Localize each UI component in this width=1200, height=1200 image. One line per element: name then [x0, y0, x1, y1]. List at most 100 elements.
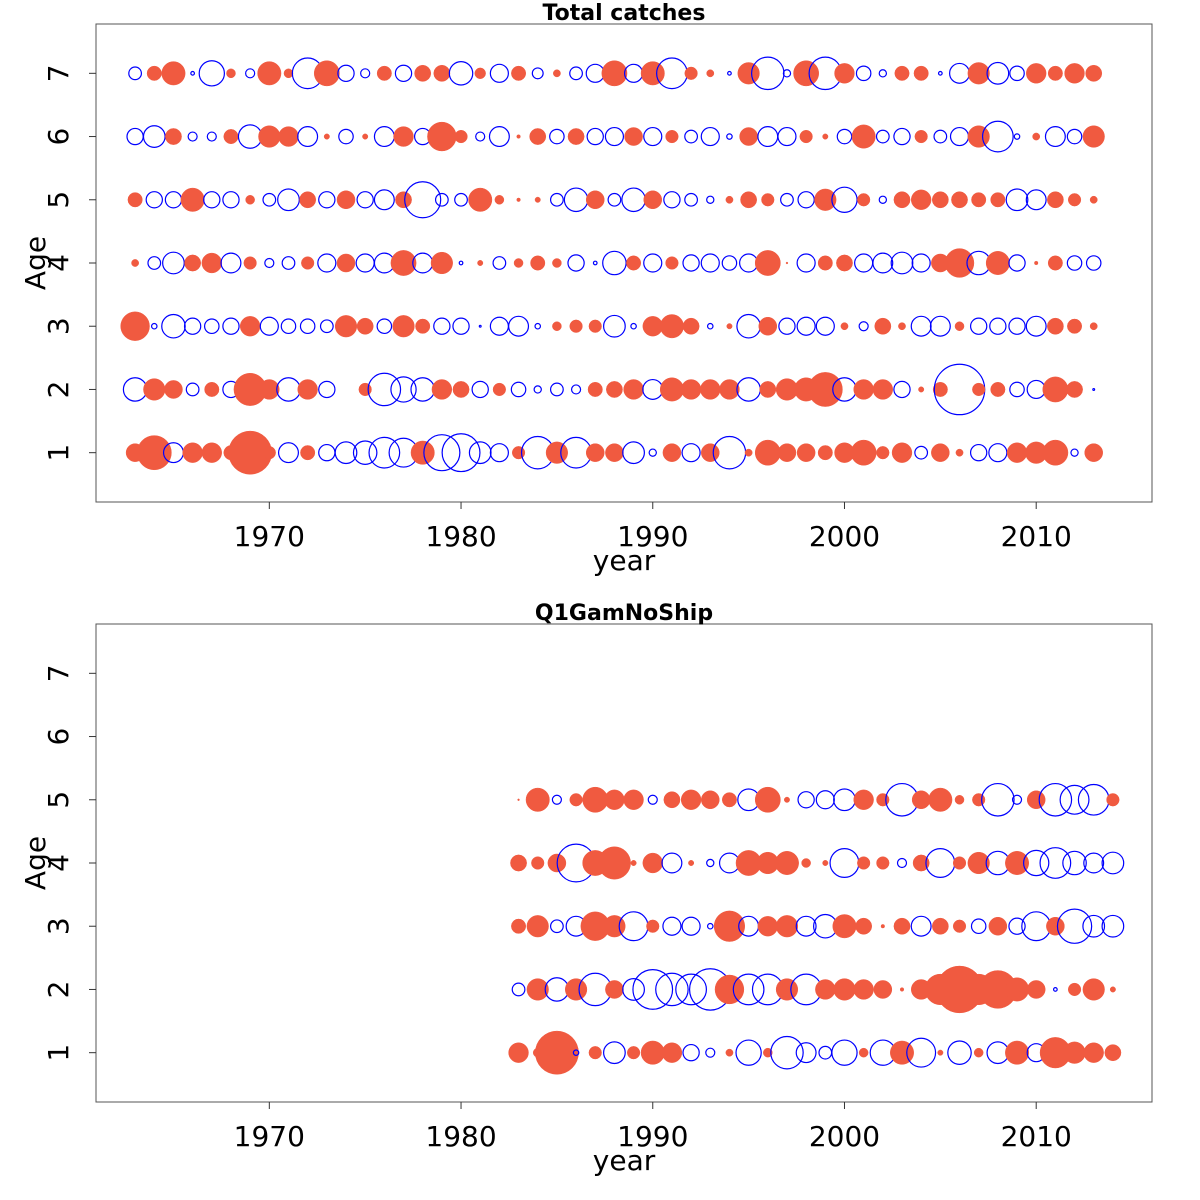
bubble — [299, 318, 316, 335]
bubble — [526, 978, 549, 1001]
bubble — [120, 311, 150, 341]
bubble — [1083, 1042, 1104, 1063]
bubble — [204, 382, 220, 397]
bubble — [517, 798, 520, 801]
bubble — [643, 190, 663, 210]
bubble — [911, 790, 931, 810]
bubble — [875, 129, 890, 144]
bubble — [665, 256, 679, 270]
x-tick-label: 1990 — [617, 520, 688, 553]
bubble — [754, 439, 781, 466]
bubble — [131, 259, 139, 267]
bubble — [582, 786, 609, 813]
bubble — [949, 126, 970, 147]
bubble — [661, 1042, 683, 1063]
bubble — [951, 191, 968, 209]
bubble — [1006, 442, 1028, 463]
bubble — [990, 382, 1006, 397]
bubble — [817, 255, 833, 271]
bubble — [659, 377, 684, 402]
bubble — [336, 253, 356, 273]
bubble — [552, 321, 562, 331]
y-tick-label: 7 — [42, 664, 75, 682]
bubble — [931, 443, 950, 462]
bubble — [623, 63, 644, 83]
bubble — [1052, 987, 1058, 992]
bubble — [836, 254, 853, 272]
bubble — [313, 60, 340, 87]
bubble — [1042, 376, 1069, 403]
bubble — [891, 442, 913, 463]
bubble — [323, 133, 330, 140]
bubble — [1092, 387, 1096, 391]
bubble — [454, 129, 468, 144]
bubble — [567, 254, 585, 272]
bubble — [1034, 260, 1039, 266]
bubble — [434, 192, 449, 207]
bubble — [880, 924, 885, 929]
bubble — [318, 443, 336, 462]
bubble — [680, 379, 702, 400]
bubble — [646, 919, 660, 933]
bubble — [758, 316, 778, 336]
y-tick-label: 1 — [42, 1044, 75, 1062]
bubble — [705, 1047, 716, 1058]
bubble — [318, 191, 336, 209]
bubble — [433, 64, 451, 82]
bubble — [180, 187, 205, 212]
bubble — [913, 65, 929, 81]
bubble — [896, 857, 908, 869]
bubble — [701, 790, 720, 810]
bubble — [1056, 908, 1093, 944]
bubble — [533, 385, 542, 394]
bubble — [262, 446, 276, 460]
bubble — [511, 65, 527, 81]
bubble — [985, 251, 1010, 275]
bubble — [815, 790, 835, 810]
bubble — [534, 196, 541, 203]
bubble — [1005, 188, 1029, 212]
bubble — [508, 1042, 529, 1063]
bubble — [706, 858, 715, 868]
bubble — [441, 433, 481, 473]
bubble — [1008, 317, 1026, 335]
bubble — [681, 916, 701, 936]
bubble — [775, 978, 799, 1001]
bubble — [833, 788, 856, 812]
bubble — [606, 381, 623, 398]
bubble — [569, 319, 583, 333]
bubble — [452, 317, 470, 335]
bubble — [662, 916, 682, 936]
bubble — [534, 322, 542, 330]
x-axis-label: year — [593, 544, 656, 577]
bubble — [1101, 851, 1125, 875]
bubble — [727, 70, 732, 76]
bubble — [264, 257, 275, 269]
bubble — [713, 910, 745, 942]
bubble — [822, 133, 829, 140]
bubble — [1109, 986, 1116, 993]
bubble — [796, 316, 816, 336]
bubble — [754, 250, 781, 276]
bubble — [721, 255, 738, 271]
bubble — [928, 787, 953, 812]
bubble — [477, 260, 484, 266]
bubble — [223, 129, 239, 144]
bubble — [626, 255, 642, 271]
bubble — [1038, 782, 1073, 817]
bubble — [352, 440, 378, 465]
bubble — [1082, 978, 1105, 1001]
bubble — [759, 381, 777, 398]
bubble — [531, 856, 545, 870]
bubble — [878, 69, 888, 78]
bubble — [874, 317, 892, 335]
bubble — [334, 315, 358, 338]
bubble — [777, 443, 797, 462]
bubble — [736, 313, 761, 339]
bubble — [318, 380, 336, 399]
bubble — [526, 915, 549, 938]
bubble — [807, 372, 843, 407]
bubble — [1026, 980, 1046, 999]
bubble — [858, 321, 869, 332]
bubble — [1104, 1044, 1122, 1062]
